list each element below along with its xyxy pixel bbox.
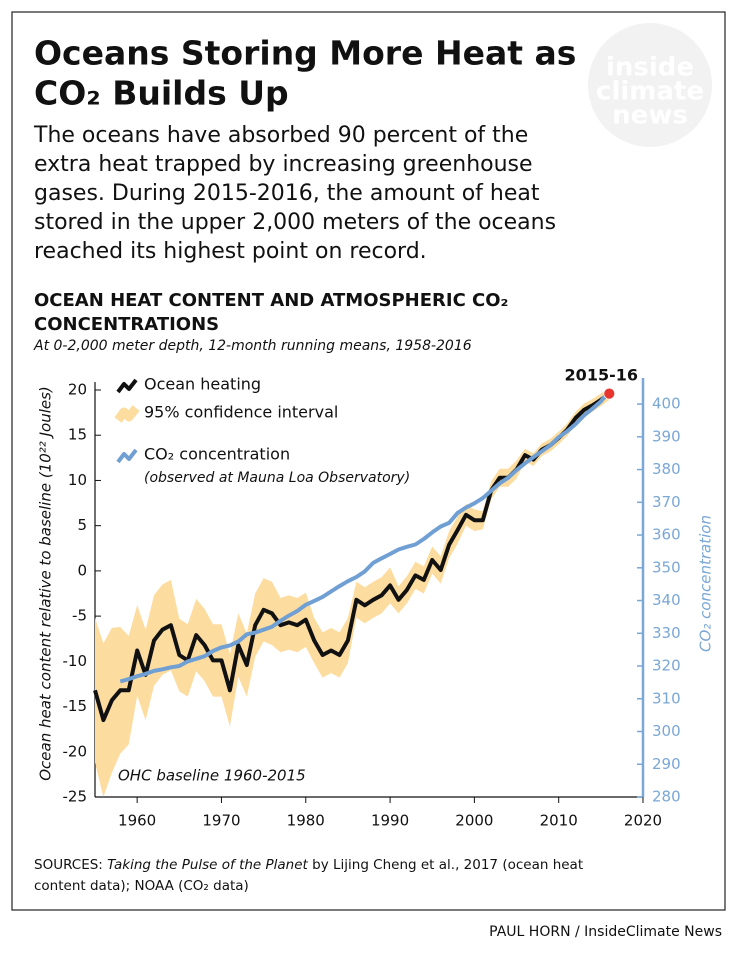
y2-axis-label: CO₂ concentration [697,515,715,652]
confidence-band [95,387,610,797]
x-tick-label: 2020 [624,812,662,830]
logo-text: climate [596,77,704,107]
description: extra heat trapped by increasing greenho… [34,152,533,177]
y-tick-label: 20 [68,381,87,399]
title: Oceans Storing More Heat as [34,34,576,73]
y2-tick-label: 370 [652,493,681,511]
sources: SOURCES: Taking the Pulse of the Planet … [34,857,583,873]
logo-circle [588,23,712,147]
sources-text: Taking the Pulse of the Planet [107,857,308,873]
highlight-point [603,387,616,400]
description: reached its highest point on record. [34,239,427,264]
x-tick-label: 2010 [540,812,578,830]
y2-tick-label: 360 [652,526,681,544]
y2-tick-label: 320 [652,657,681,675]
data-line [93,391,611,723]
title: CO₂ Builds Up [34,74,289,113]
y2-tick-label: 390 [652,427,681,445]
y2-tick-label: 310 [652,689,681,707]
y2-tick-label: 400 [652,395,681,413]
y-tick-label: 5 [77,516,87,534]
sources-text: SOURCES: [34,857,107,873]
y2-tick-label: 290 [652,755,681,773]
y2-tick-label: 350 [652,558,681,576]
y2-tick-label: 280 [652,788,681,806]
y-tick-label: -20 [63,742,88,760]
x-tick-label: 2000 [455,812,493,830]
y-tick-label: -25 [63,788,88,806]
subtitle: At 0-2,000 meter depth, 12-month running… [33,338,472,354]
highlight-label: 2015-16 [565,366,638,385]
y-tick-label: 10 [68,471,87,489]
x-tick-label: 1980 [287,812,325,830]
sources-text: by Lijing Cheng et al., 2017 (ocean heat [308,857,583,873]
y-tick-label: 15 [68,426,87,444]
data-line [119,389,611,684]
y2-tick-label: 380 [652,460,681,478]
description: stored in the upper 2,000 meters of the … [34,210,556,235]
credit: PAUL HORN / InsideClimate News [489,924,722,940]
y-tick-label: 0 [77,561,87,579]
description: gases. During 2015-2016, the amount of h… [34,181,540,206]
logo-text: news [612,101,688,131]
sources: content data); NOAA (CO₂ data) [34,878,249,894]
annotation: OHC baseline 1960-2015 [118,767,306,785]
legend-label: CO₂ concentration [144,445,290,464]
legend-label: Ocean heating [144,375,261,394]
x-tick-label: 1990 [371,812,409,830]
y-axis-label: Ocean heat content relative to baseline … [37,386,55,781]
chart-title: CONCENTRATIONS [34,314,219,335]
frame [11,11,726,911]
chart-title: OCEAN HEAT CONTENT AND ATMOSPHERIC CO₂ [34,290,508,311]
legend-label: 95% confidence interval [144,403,338,422]
x-tick-label: 1960 [118,812,156,830]
logo-text: inside [606,53,694,83]
legend-note: (observed at Mauna Loa Observatory) [144,470,410,486]
description: The oceans have absorbed 90 percent of t… [33,123,528,148]
y-tick-label: -10 [63,652,88,670]
y2-tick-label: 340 [652,591,681,609]
y2-tick-label: 300 [652,722,681,740]
legend-swatch [116,378,138,394]
y2-tick-label: 330 [652,624,681,642]
legend-swatch [116,448,138,464]
y-tick-label: -15 [63,697,88,715]
legend-swatch [114,405,140,423]
y-tick-label: -5 [72,607,87,625]
x-tick-label: 1970 [202,812,240,830]
